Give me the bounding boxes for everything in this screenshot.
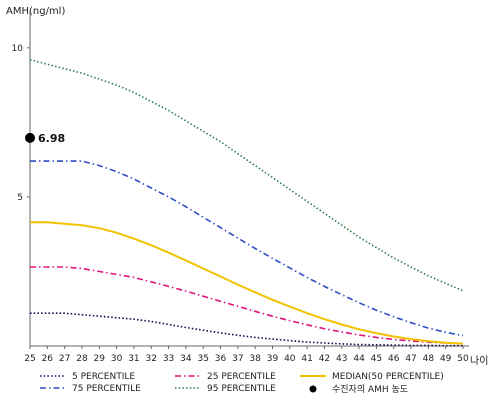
y-tick-label: 5 <box>17 193 23 203</box>
x-tick-label: 32 <box>146 354 157 364</box>
x-tick-label: 28 <box>76 354 88 364</box>
x-tick-label: 36 <box>215 354 227 364</box>
x-tick-label: 37 <box>232 354 243 364</box>
x-tick-label: 33 <box>163 354 174 364</box>
x-tick-label: 30 <box>111 354 123 364</box>
series-line <box>30 266 464 345</box>
series-line <box>30 312 463 347</box>
x-tick-label: 46 <box>388 354 400 364</box>
x-tick-label: 39 <box>267 354 279 364</box>
x-tick-label: 41 <box>301 354 312 364</box>
amh-marker-point <box>25 132 35 143</box>
x-tick-label: 27 <box>59 354 70 364</box>
legend-label: 75 PERCENTILE <box>72 384 141 394</box>
x-tick-label: 35 <box>197 354 208 364</box>
x-tick-label: 45 <box>371 354 382 364</box>
x-tick-label: 50 <box>457 354 469 364</box>
x-tick-label: 43 <box>336 354 347 364</box>
series-line <box>30 160 464 337</box>
amh-marker: 6.98 <box>25 132 65 145</box>
amh-marker-value: 6.98 <box>38 132 65 145</box>
x-tick-label: 40 <box>284 354 296 364</box>
x-ticks: 25 26 27 28 29 30 31 32 33 34 35 36 37 38 39 40 41 42 43 44… <box>24 346 469 364</box>
x-tick-label: 49 <box>440 354 452 364</box>
y-ticks: 5 10 <box>12 44 30 203</box>
legend-marker-swatch <box>309 385 317 393</box>
series-line <box>29 58 464 292</box>
x-tick-label: 26 <box>42 354 54 364</box>
y-axis-label: AMH(ng/ml) <box>6 6 65 17</box>
legend-label: 25 PERCENTILE <box>207 372 276 382</box>
x-axis-label: 나이 <box>470 355 488 367</box>
x-tick-label: 34 <box>180 354 192 364</box>
legend: 5 PERCENTILE 25 PERCENTILE MEDIAN(50 PERCE… <box>40 372 444 395</box>
legend-label: MEDIAN(50 PERCENTILE) <box>332 372 444 382</box>
series-line <box>30 221 464 345</box>
x-tick-label: 25 <box>24 354 35 364</box>
x-tick-label: 48 <box>423 354 435 364</box>
x-tick-label: 42 <box>319 354 330 364</box>
x-tick-label: 47 <box>405 354 416 364</box>
y-tick-label: 10 <box>12 44 24 54</box>
x-tick-label: 44 <box>353 354 365 364</box>
legend-label: 5 PERCENTILE <box>72 372 135 382</box>
series-lines <box>29 58 464 347</box>
legend-label: 95 PERCENTILE <box>207 384 276 394</box>
x-tick-label: 29 <box>94 354 106 364</box>
legend-marker-label: 수진자의 AMH 농도 <box>332 384 408 395</box>
x-tick-label: 38 <box>249 354 261 364</box>
x-tick-label: 31 <box>128 354 139 364</box>
